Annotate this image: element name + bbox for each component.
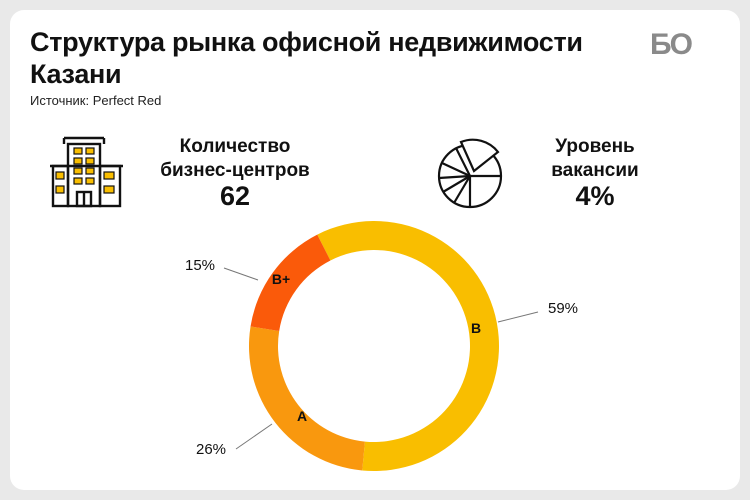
leader-line-b bbox=[497, 311, 539, 323]
business-centers-value: 62 bbox=[219, 181, 251, 211]
percent-label-bplus: 15% bbox=[185, 257, 215, 274]
percent-label-a: 26% bbox=[196, 441, 226, 458]
vacancy-label-line1: Уровень bbox=[555, 136, 635, 157]
page-title: Структура рынка офисной недвижимости Каз… bbox=[30, 27, 583, 89]
segment-label-bplus: B+ bbox=[272, 271, 290, 287]
donut-segment-b bbox=[317, 221, 500, 472]
vacancy-label: Уровень вакансии bbox=[520, 135, 670, 183]
business-centers-label: Количество бизнес-центров bbox=[150, 135, 320, 183]
vacancy-value: 4% bbox=[575, 181, 615, 211]
leader-line-a bbox=[235, 423, 273, 450]
percent-label-b: 59% bbox=[548, 300, 578, 317]
donut-segment-a bbox=[248, 326, 365, 471]
leader-line-bplus bbox=[223, 267, 259, 281]
source-note: Источник: Perfect Red bbox=[30, 93, 162, 108]
pie-chart-icon bbox=[437, 138, 503, 209]
business-centers-label-line1: Количество bbox=[179, 136, 291, 157]
office-building-icon bbox=[50, 136, 123, 208]
vacancy-label-line2: вакансии bbox=[551, 160, 639, 181]
brand-logo: БО bbox=[650, 28, 693, 61]
business-centers-label-line2: бизнес-центров bbox=[160, 160, 310, 181]
segment-label-b: B bbox=[471, 320, 481, 336]
donut-segment-bplus bbox=[250, 234, 331, 331]
segment-label-a: A bbox=[297, 408, 307, 424]
